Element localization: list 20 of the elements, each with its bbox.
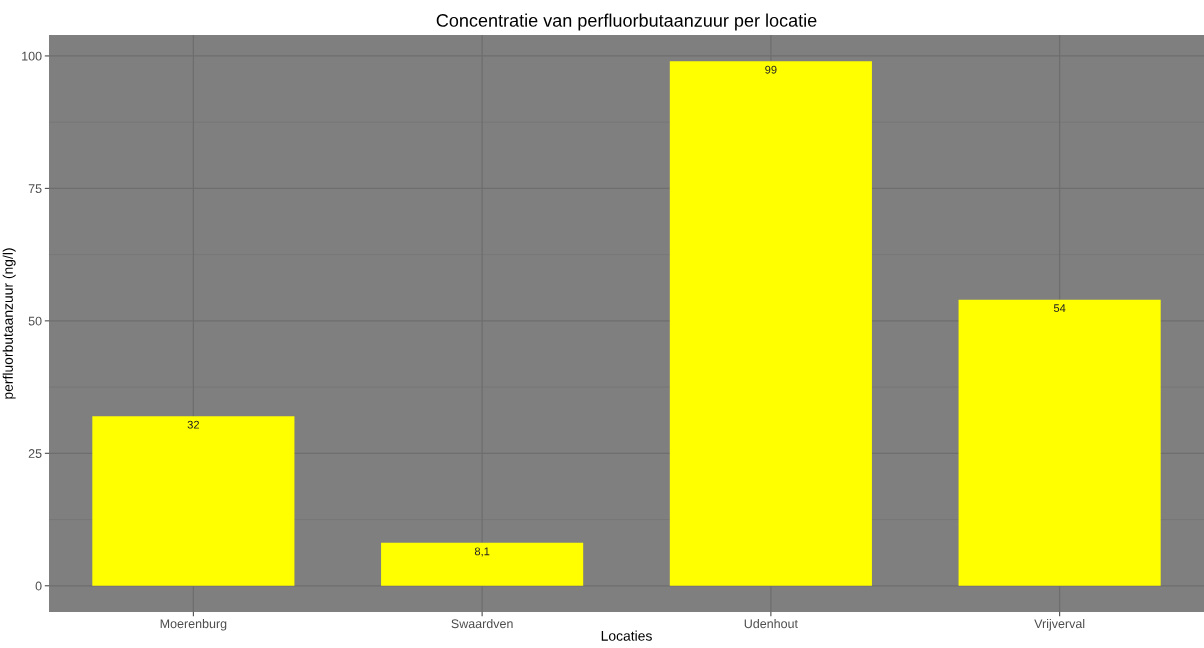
data-label: 32 (187, 420, 199, 429)
y-tick-label: 100 (22, 51, 42, 61)
data-label: 8,1 (474, 547, 490, 557)
data-label: 99 (765, 65, 777, 74)
y-tick-label: 75 (28, 184, 42, 194)
bar (958, 299, 1161, 586)
data-label: 54 (1053, 304, 1066, 313)
bar (92, 416, 295, 586)
x-tick-label: Swaardven (451, 618, 513, 629)
y-tick-label: 50 (28, 316, 42, 326)
bar (669, 61, 872, 586)
chart-title: Concentratie van perfluorbutaanzuur per locatie (436, 13, 817, 31)
x-tick-label: Moerenburg (160, 618, 227, 631)
y-axis-title: perfluorbutaanzuur (ng/l) (2, 248, 16, 399)
x-tick-label: Udenhout (744, 618, 798, 629)
x-axis-title: Locaties (601, 630, 652, 641)
y-tick-label: 0 (35, 581, 42, 591)
bar (381, 542, 584, 586)
y-tick-label: 25 (28, 449, 42, 458)
x-tick-label: Vrijverval (1034, 618, 1085, 631)
